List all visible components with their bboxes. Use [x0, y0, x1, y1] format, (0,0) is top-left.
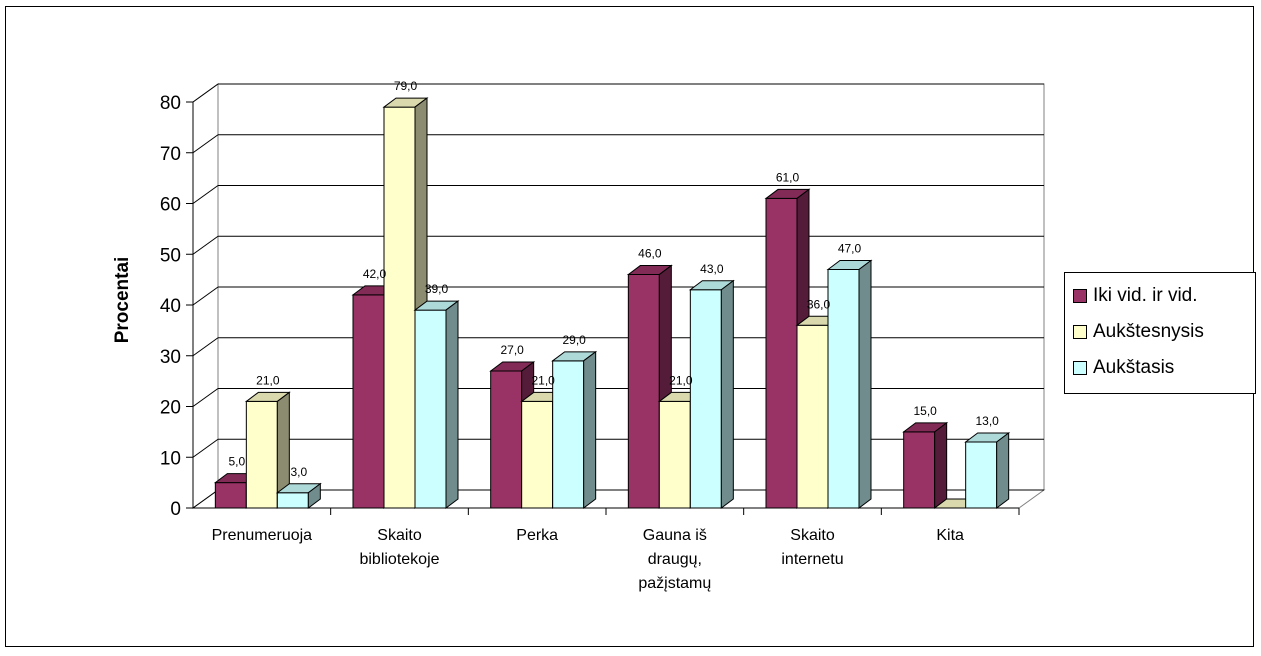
data-label: 79,0 [394, 79, 418, 93]
side-gridline [192, 185, 219, 204]
bar-side [445, 300, 459, 509]
bar-front [245, 400, 278, 509]
legend-label: Aukštesnysis [1093, 321, 1204, 342]
legend-label: Aukštasis [1093, 357, 1175, 378]
side-gridline [192, 286, 219, 306]
side-gridline [192, 134, 219, 154]
bar-front [552, 360, 585, 509]
data-label: 3,0 [290, 465, 307, 479]
bar [826, 259, 873, 509]
data-label: 61,0 [776, 170, 800, 184]
data-label: 29,0 [562, 333, 586, 347]
y-tick-label: 20 [160, 398, 181, 419]
side-gridline [192, 337, 219, 357]
data-label: 21,0 [669, 373, 693, 387]
bar [964, 432, 1011, 509]
legend-item-aukstasis: Aukštasis [1073, 355, 1174, 381]
bar-front [490, 370, 523, 509]
bar-front [383, 106, 416, 509]
bar-front [903, 431, 936, 509]
bar [382, 97, 429, 509]
bar [275, 482, 322, 509]
bar-front [965, 441, 998, 509]
y-axis-title: Procentai [112, 257, 133, 344]
data-label: 15,0 [913, 404, 937, 418]
bars [213, 97, 1011, 509]
data-label: 43,0 [700, 262, 724, 276]
x-tick-label: Prenumeruoja [212, 527, 313, 544]
bar-front [276, 492, 309, 509]
bar-front [352, 294, 385, 509]
bar [413, 300, 460, 509]
side-gridline [192, 489, 219, 509]
data-label: 5,0 [228, 455, 245, 469]
legend-label: Iki vid. ir vid. [1093, 285, 1198, 306]
side-gridline [192, 83, 219, 103]
y-tick-label: 60 [160, 195, 181, 216]
axes [186, 101, 1020, 515]
x-tick-label: Skaito internetu [781, 527, 843, 568]
x-tick-label: Kita [936, 527, 964, 544]
data-label: 47,0 [838, 241, 862, 255]
y-tick-label: 30 [160, 347, 181, 368]
data-label: 21,0 [531, 373, 555, 387]
bar [551, 350, 598, 509]
side-gridline [192, 388, 219, 407]
bar-side [996, 432, 1010, 509]
bar-front [521, 400, 554, 509]
bar [688, 279, 735, 509]
y-tick-label: 50 [160, 245, 181, 266]
bar-front [627, 274, 660, 509]
bar [902, 421, 949, 509]
bar-front [414, 309, 447, 509]
y-tick-label: 0 [170, 499, 181, 520]
x-tick-label: Skaito bibliotekoje [359, 527, 439, 568]
side-gridline [192, 438, 219, 458]
bar [244, 391, 291, 509]
x-tick-label: Gauna iš draugų, pažįstamų [638, 527, 711, 592]
bar-front [689, 289, 722, 509]
bar-side [720, 279, 734, 509]
legend-swatch-aukstesnysis [1073, 325, 1087, 339]
data-label: 39,0 [425, 282, 449, 296]
legend-item-aukstesnysis: Aukštesnysis [1073, 319, 1204, 345]
bar-side [583, 350, 597, 509]
bar-front [214, 482, 247, 509]
y-tick-label: 10 [160, 448, 181, 469]
x-tick-label: Perka [516, 527, 558, 544]
data-label: 27,0 [500, 343, 524, 357]
legend: Iki vid. ir vid. Aukštesnysis Aukštasis [1064, 272, 1256, 394]
bar-front [796, 324, 829, 509]
bar-front [765, 197, 798, 509]
bar-side [307, 482, 321, 509]
data-label: 36,0 [807, 297, 831, 311]
y-tick-label: 40 [160, 296, 181, 317]
legend-swatch-aukstasis [1073, 361, 1087, 375]
bar-side [934, 421, 948, 509]
bar-front [658, 400, 691, 509]
data-label: 42,0 [363, 267, 387, 281]
data-label: 13,0 [975, 414, 999, 428]
legend-item-iki-vid: Iki vid. ir vid. [1073, 283, 1198, 309]
data-label: 21,0 [256, 373, 280, 387]
bar-front [827, 268, 860, 509]
legend-swatch-iki-vid [1073, 289, 1087, 303]
bar-side [858, 259, 872, 509]
y-tick-label: 70 [160, 144, 181, 165]
data-label: 46,0 [638, 247, 662, 261]
side-gridline [192, 235, 219, 255]
y-tick-label: 80 [160, 93, 181, 114]
labels: 0 10 20 30 40 50 60 70 80 Prenumeruoja 5,0 21,0 3,0 S… [160, 79, 999, 592]
